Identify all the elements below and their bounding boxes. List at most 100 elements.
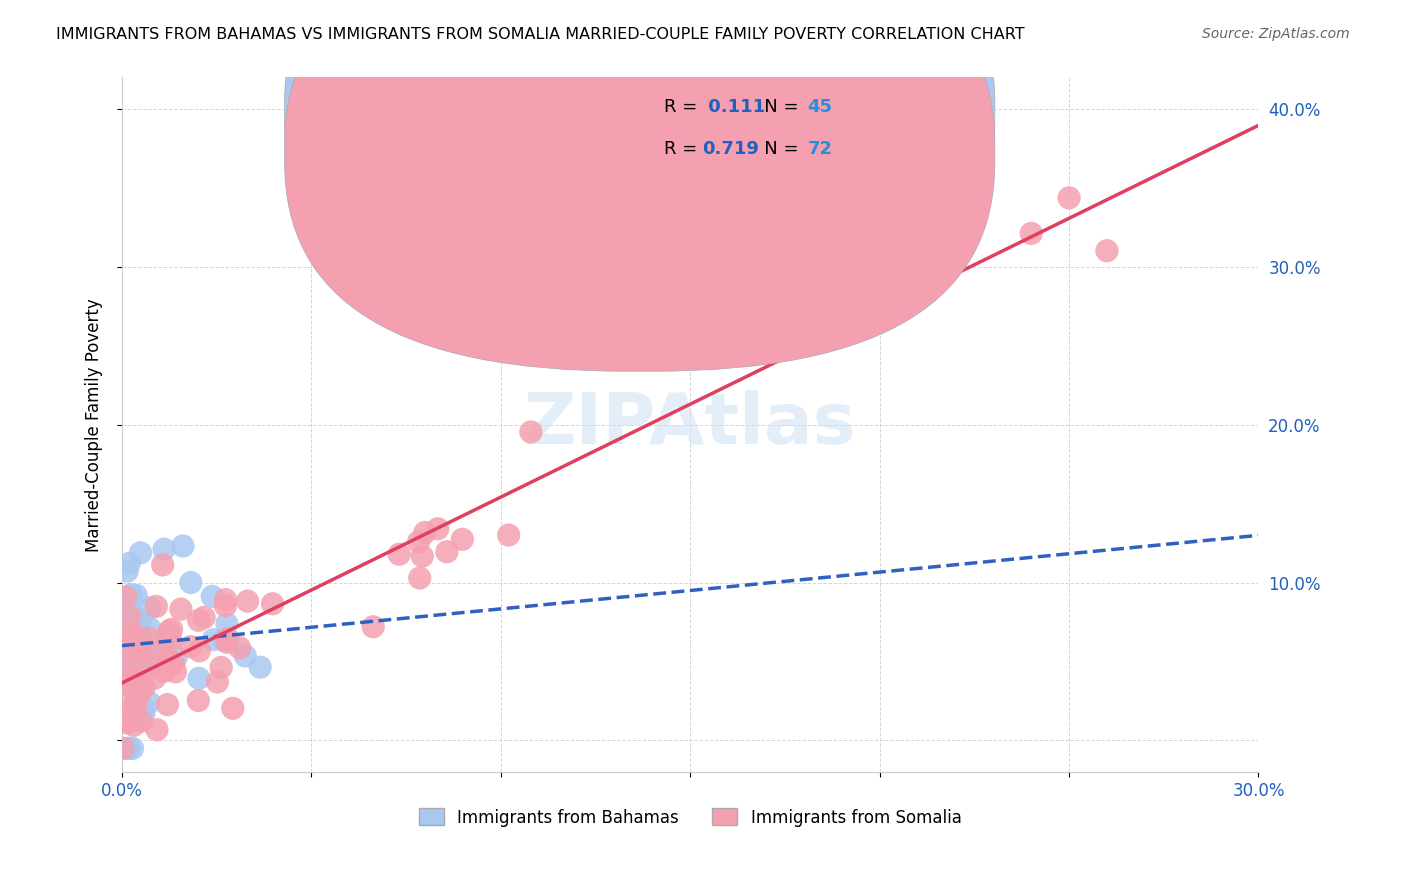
Point [121, 607, 143, 622]
Point [201, 590, 224, 604]
Point [152, 558, 174, 572]
Point [215, 632, 238, 646]
Point [115, 714, 138, 729]
Point [131, 714, 153, 729]
Point [408, 534, 430, 549]
Point [207, 675, 229, 690]
Point [139, 659, 162, 673]
Point [138, 601, 160, 615]
Point [157, 652, 180, 666]
Point [160, 655, 183, 669]
Text: ZIPAtlas: ZIPAtlas [524, 390, 856, 459]
Point [180, 640, 202, 654]
Point [172, 539, 194, 553]
FancyBboxPatch shape [284, 0, 995, 329]
Point [212, 633, 235, 648]
Point [138, 695, 160, 709]
Text: 0.719: 0.719 [702, 140, 758, 158]
Text: N =: N = [747, 140, 804, 158]
Y-axis label: Married-Couple Family Poverty: Married-Couple Family Poverty [86, 298, 103, 551]
Point [217, 632, 239, 647]
Point [1095, 244, 1118, 258]
Point [129, 646, 152, 660]
Point [262, 597, 284, 611]
Point [125, 695, 148, 709]
Point [125, 589, 148, 603]
Point [118, 741, 141, 756]
Point [1057, 191, 1080, 205]
Point [118, 557, 141, 571]
Point [945, 228, 967, 243]
Point [214, 599, 236, 613]
Text: N =: N = [747, 98, 804, 116]
Point [138, 632, 160, 646]
Point [132, 701, 155, 715]
Point [188, 671, 211, 685]
Point [165, 665, 187, 679]
Point [117, 741, 139, 756]
Point [117, 679, 139, 693]
Point [139, 622, 162, 636]
FancyBboxPatch shape [284, 0, 995, 371]
Point [236, 594, 259, 608]
Point [228, 640, 250, 655]
Point [129, 676, 152, 690]
Point [188, 644, 211, 658]
Point [215, 635, 238, 649]
Point [127, 646, 149, 660]
Legend: Immigrants from Bahamas, Immigrants from Somalia: Immigrants from Bahamas, Immigrants from… [412, 802, 969, 833]
Point [117, 642, 139, 657]
Point [233, 648, 256, 663]
Point [134, 657, 156, 672]
Text: 45: 45 [807, 98, 832, 116]
Text: Source: ZipAtlas.com: Source: ZipAtlas.com [1202, 27, 1350, 41]
Text: IMMIGRANTS FROM BAHAMAS VS IMMIGRANTS FROM SOMALIA MARRIED-COUPLE FAMILY POVERTY: IMMIGRANTS FROM BAHAMAS VS IMMIGRANTS FR… [56, 27, 1025, 42]
Point [193, 610, 215, 624]
Point [209, 660, 232, 674]
Point [160, 623, 183, 637]
Point [122, 626, 145, 640]
Point [112, 618, 135, 632]
Point [112, 638, 135, 652]
Point [115, 590, 138, 604]
Point [139, 643, 162, 657]
Point [153, 542, 176, 557]
Point [187, 693, 209, 707]
Point [436, 545, 458, 559]
Point [134, 680, 156, 694]
Point [160, 633, 183, 648]
Point [411, 549, 433, 564]
Point [111, 741, 134, 756]
Text: R =: R = [664, 140, 703, 158]
Point [122, 718, 145, 732]
Point [120, 680, 142, 694]
Point [180, 575, 202, 590]
Point [115, 564, 138, 578]
Text: R =: R = [664, 98, 703, 116]
Point [214, 592, 236, 607]
Point [170, 602, 193, 616]
Point [124, 671, 146, 685]
Point [152, 665, 174, 679]
Point [115, 624, 138, 638]
Point [413, 525, 436, 540]
Point [187, 613, 209, 627]
Point [157, 630, 180, 644]
Point [388, 547, 411, 561]
Point [122, 614, 145, 628]
Point [124, 699, 146, 714]
Point [215, 616, 238, 631]
Point [165, 650, 187, 665]
Point [129, 613, 152, 627]
Point [118, 630, 141, 644]
Point [222, 701, 245, 715]
Point [451, 533, 474, 547]
Point [156, 629, 179, 643]
Point [143, 671, 166, 685]
Point [115, 621, 138, 635]
Point [117, 656, 139, 670]
Point [148, 643, 170, 657]
Point [409, 571, 432, 585]
FancyBboxPatch shape [610, 91, 900, 178]
Point [150, 657, 173, 671]
